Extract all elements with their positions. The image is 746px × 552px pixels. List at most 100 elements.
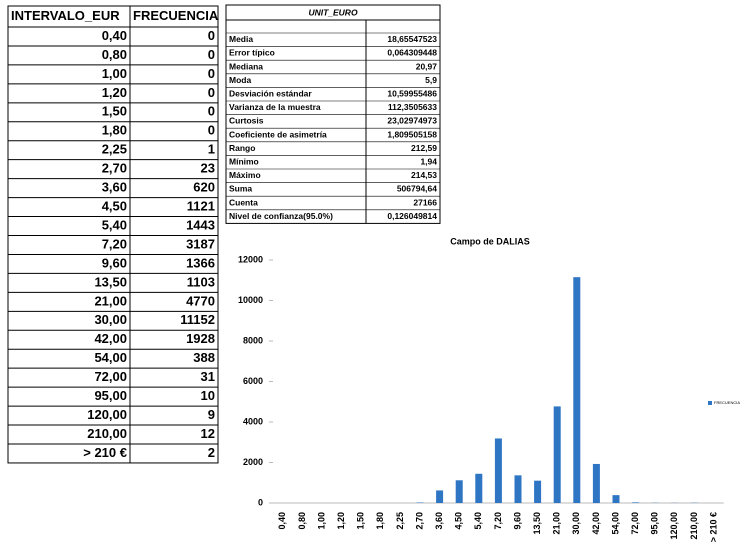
stats-label: Media — [229, 34, 253, 44]
table-cell: 23 — [201, 161, 215, 176]
table-cell: 11152 — [180, 312, 215, 327]
table-cell: 2 — [208, 445, 215, 460]
bar — [475, 473, 483, 503]
x-tick-label: 42,00 — [591, 512, 601, 535]
x-tick-label: > 210 € — [708, 512, 718, 542]
table-cell: 31 — [201, 369, 215, 384]
x-tick-label: 7,20 — [493, 512, 503, 530]
x-tick-label: 5,40 — [473, 512, 483, 530]
table-cell: 1,20 — [102, 85, 127, 100]
stats-label: Rango — [229, 143, 255, 153]
bar — [494, 438, 502, 503]
stats-label: Suma — [229, 184, 252, 194]
bar — [592, 463, 600, 503]
stats-value: 18,65547523 — [387, 34, 437, 44]
table-cell: 5,40 — [102, 217, 127, 232]
legend-label: FRECUENCIA — [714, 400, 740, 405]
y-tick-label: 2000 — [243, 457, 263, 467]
table-cell: 210,00 — [87, 426, 127, 441]
stats-label: Desviación estándar — [229, 88, 312, 98]
x-tick-label: 21,00 — [552, 512, 562, 535]
stats-label: Máximo — [229, 170, 261, 180]
x-tick-label: 54,00 — [610, 512, 620, 535]
bar — [573, 277, 581, 503]
stats-value: 27166 — [413, 197, 437, 207]
stats-value: 112,3505633 — [388, 102, 437, 112]
table-cell: 1366 — [186, 255, 215, 270]
stats-value: 5,9 — [425, 75, 437, 85]
stats-label: Cuenta — [229, 197, 258, 207]
table-cell: 9,60 — [102, 255, 127, 270]
y-tick-label: 8000 — [243, 335, 263, 345]
x-tick-label: 30,00 — [571, 512, 581, 535]
stats-value: 23,02974973 — [387, 116, 437, 126]
x-tick-label: 210,00 — [689, 512, 699, 540]
table-cell: > 210 € — [83, 445, 127, 460]
table-cell: 120,00 — [87, 407, 127, 422]
table-cell: 21,00 — [94, 293, 127, 308]
x-tick-label: 95,00 — [650, 512, 660, 535]
table-cell: 620 — [193, 180, 215, 195]
legend-swatch — [708, 401, 712, 405]
table-frame — [7, 5, 219, 464]
x-tick-label: 1,80 — [375, 512, 385, 530]
stats-label: Error típico — [229, 48, 275, 58]
x-tick-label: 4,50 — [454, 512, 464, 530]
table-cell: 0 — [208, 28, 215, 43]
x-tick-label: 9,60 — [512, 512, 522, 530]
x-tick-label: 2,25 — [395, 512, 405, 530]
x-tick-label: 1,20 — [336, 512, 346, 530]
stats-frame — [225, 4, 441, 224]
table-cell: 12 — [201, 426, 215, 441]
chart-area — [222, 229, 746, 552]
stats-value: 214,53 — [411, 170, 437, 180]
stats-value: 1,94 — [420, 156, 437, 166]
table-cell: 9 — [208, 407, 215, 422]
stats-label: Nivel de confianza(95.0%) — [229, 211, 333, 221]
y-tick-label: 0 — [258, 497, 263, 507]
table-cell: 0 — [208, 85, 215, 100]
table-cell: 1103 — [187, 274, 215, 289]
table-cell: 1928 — [186, 331, 215, 346]
table-cell: 1121 — [187, 199, 215, 214]
stats-title: UNIT_EURO — [308, 7, 358, 17]
table-cell: 2,70 — [102, 161, 127, 176]
table-cell: 72,00 — [94, 369, 127, 384]
stats-value: 0,064309448 — [387, 48, 437, 58]
table-cell: 3187 — [186, 236, 215, 251]
x-tick-label: 2,70 — [414, 512, 424, 530]
x-tick-label: 3,60 — [434, 512, 444, 530]
table-cell: 0 — [208, 47, 215, 62]
table-header: FRECUENCIA — [133, 8, 219, 23]
x-tick-label: 1,00 — [316, 512, 326, 530]
table-cell: 1,80 — [102, 123, 127, 138]
table-cell: 95,00 — [94, 388, 127, 403]
stats-label: Varianza de la muestra — [229, 102, 321, 112]
x-tick-label: 13,50 — [532, 512, 542, 535]
stats-label: Mínimo — [229, 156, 259, 166]
table-cell: 0 — [208, 123, 215, 138]
bar — [436, 490, 444, 503]
table-cell: 7,20 — [102, 236, 127, 251]
table-cell: 0 — [208, 66, 215, 81]
table-cell: 3,60 — [102, 180, 127, 195]
bar — [612, 495, 620, 503]
stats-value: 506794,64 — [397, 184, 437, 194]
bar — [632, 502, 640, 503]
table-cell: 30,00 — [94, 312, 127, 327]
x-tick-label: 1,50 — [356, 512, 366, 530]
table-cell: 1,00 — [102, 66, 127, 81]
table-cell: 4,50 — [102, 199, 127, 214]
x-tick-label: 120,00 — [669, 512, 679, 540]
bar — [534, 480, 542, 503]
table-cell: 1443 — [186, 217, 215, 232]
stats-label: Mediana — [229, 61, 263, 71]
stats-value: 212,59 — [411, 143, 437, 153]
table-cell: 1 — [208, 142, 215, 157]
stats-value: 1,809505158 — [387, 129, 437, 139]
bar — [455, 480, 463, 503]
y-tick-label: 4000 — [243, 416, 263, 426]
stats-label: Curtosis — [229, 116, 264, 126]
chart-title: Campo de DALIAS — [450, 236, 530, 246]
